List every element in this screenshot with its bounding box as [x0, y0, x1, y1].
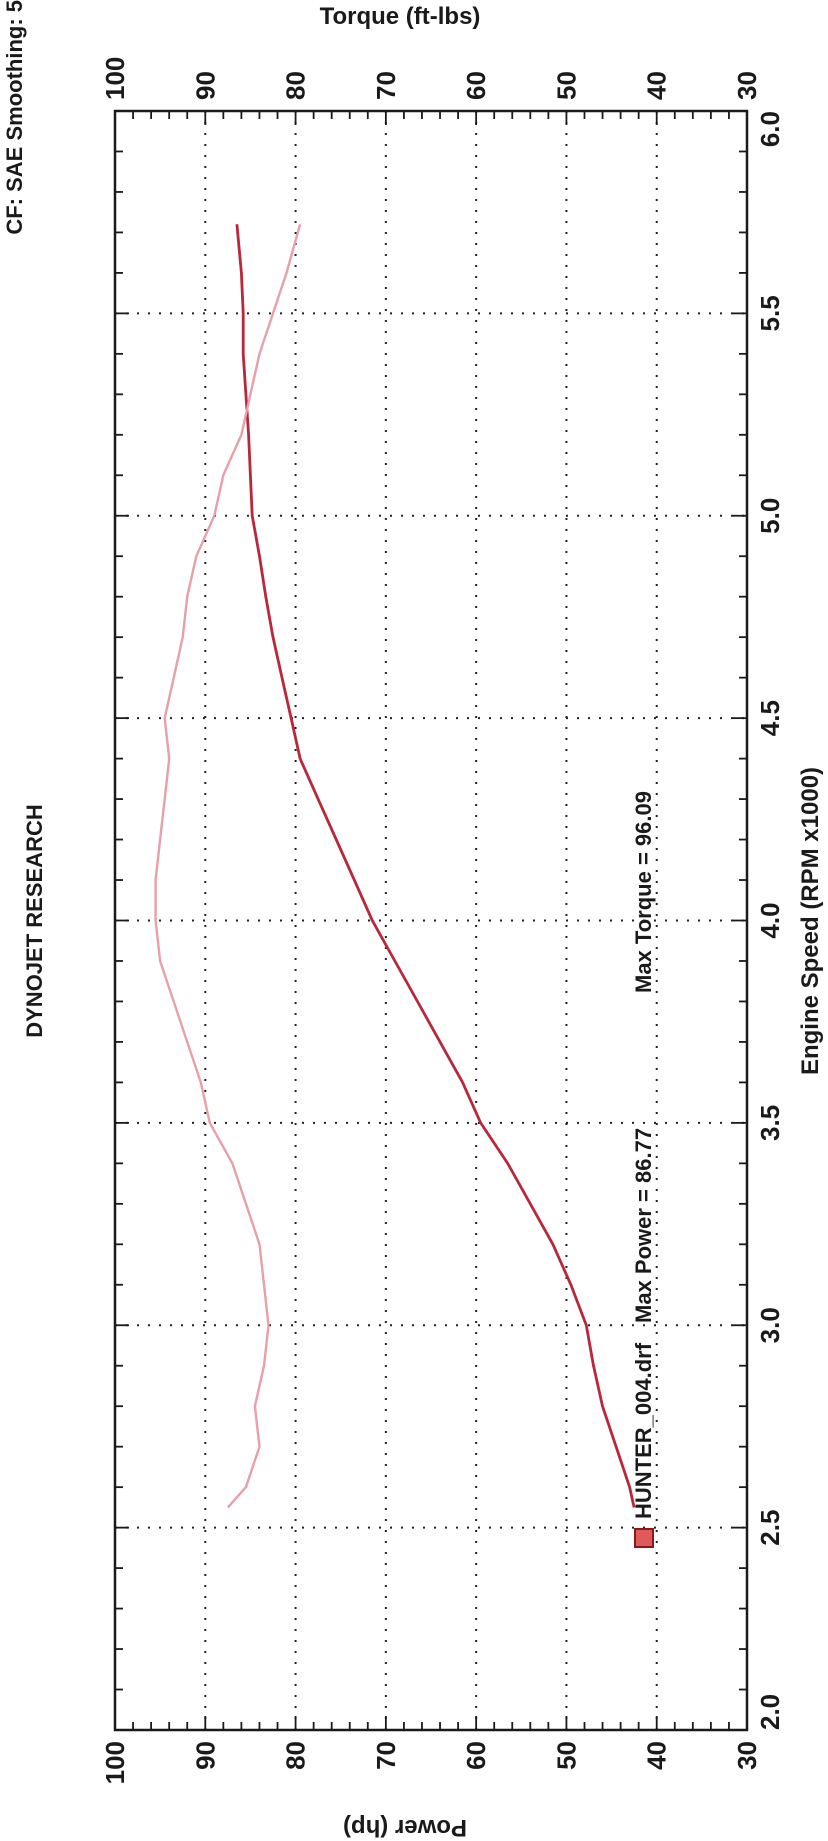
legend: HUNTER_004.drf Max Power = 86.77 Max Tor… [631, 791, 656, 1548]
torque-curve [154, 223, 302, 1509]
y2-axis-title: Torque (ft-lbs) [320, 3, 481, 30]
chart-subtitle: CF: SAE Smoothing: 5 [2, 0, 27, 235]
y-axis-title: Power (hp) [343, 1814, 467, 1841]
x-tick-label: 3.5 [755, 1105, 785, 1141]
x-tick-label: 6.0 [755, 111, 785, 147]
x-axis-title: Engine Speed (RPM x1000) [797, 767, 824, 1075]
y2-tick-labels: 30 40 50 60 70 80 90 100 [100, 57, 762, 100]
y2-tick-label: 50 [551, 71, 581, 100]
chart-title: DYNOJET RESEARCH [22, 804, 47, 1037]
x-tick-label: 5.5 [755, 295, 785, 331]
y-tick-label: 80 [281, 1741, 311, 1770]
y-tick-label: 30 [732, 1741, 762, 1770]
x-tick-label: 2.5 [755, 1510, 785, 1546]
x-tick-label: 5.0 [755, 498, 785, 534]
legend-max-power: Max Power = 86.77 [631, 1128, 656, 1323]
x-tick-labels: 2.0 2.5 3.0 3.5 4.0 4.5 5.0 5.5 6.0 [755, 111, 785, 1730]
series-lines [154, 223, 636, 1509]
power-curve [235, 224, 636, 1508]
y-tick-labels: 30 40 50 60 70 80 90 100 [100, 1741, 762, 1784]
y2-tick-label: 70 [371, 71, 401, 100]
rotated-chart-group: 2.0 2.5 3.0 3.5 4.0 4.5 5.0 5.5 6.0 30 40 50 60 70 80… [2, 0, 824, 1784]
y2-tick-label: 30 [732, 71, 762, 100]
legend-max-torque: Max Torque = 96.09 [631, 791, 656, 993]
x-tick-label: 3.0 [755, 1307, 785, 1343]
y-tick-label: 50 [551, 1741, 581, 1770]
x-tick-label: 2.0 [755, 1694, 785, 1730]
x-tick-label: 4.0 [755, 902, 785, 938]
y-tick-label: 70 [371, 1741, 401, 1770]
y2-tick-label: 80 [281, 71, 311, 100]
legend-run-name: HUNTER_004.drf [631, 1342, 656, 1519]
y-tick-label: 40 [642, 1741, 672, 1770]
y2-tick-label: 40 [642, 71, 672, 100]
y-tick-label: 60 [461, 1741, 491, 1770]
x-tick-label: 4.5 [755, 700, 785, 736]
y2-tick-label: 60 [461, 71, 491, 100]
tick-marks [114, 110, 748, 1731]
y2-tick-label: 90 [190, 71, 220, 100]
legend-swatch [634, 1528, 654, 1548]
y-tick-label: 90 [190, 1741, 220, 1770]
y2-tick-label: 100 [100, 57, 130, 100]
y-tick-label: 100 [100, 1741, 130, 1784]
